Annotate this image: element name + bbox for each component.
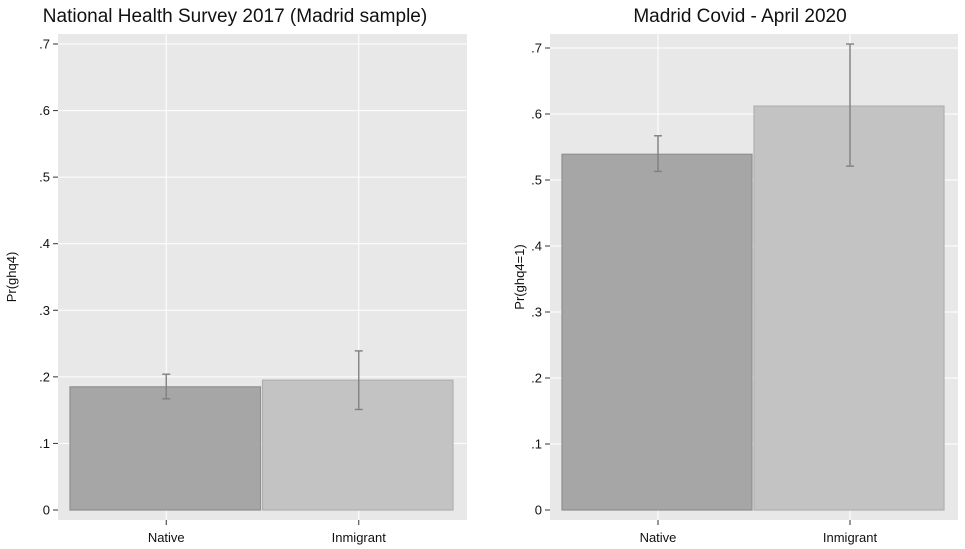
y-tick-label: .3	[531, 305, 542, 320]
chart-title: National Health Survey 2017 (Madrid samp…	[43, 6, 427, 27]
y-tick-label: .6	[531, 107, 542, 122]
bar-inmigrant	[261, 379, 454, 511]
y-axis-label: Pr(ghq4=1)	[512, 244, 527, 309]
bar-inmigrant	[753, 105, 945, 511]
y-tick-label: .4	[39, 236, 50, 251]
y-tick-label: .7	[39, 37, 50, 52]
y-tick-label: 0	[43, 503, 50, 518]
y-tick-label: .7	[531, 41, 542, 56]
y-tick-label: .3	[39, 303, 50, 318]
y-tick-label: .2	[531, 371, 542, 386]
y-tick-label: 0	[535, 503, 542, 518]
y-tick-label: .6	[39, 103, 50, 118]
error-bar-inmigrant	[846, 43, 854, 167]
x-tick-label: Native	[148, 530, 185, 545]
y-tick-label: .5	[531, 173, 542, 188]
y-tick-label: .4	[531, 239, 542, 254]
error-bar-inmigrant	[354, 350, 363, 411]
error-bar-native	[162, 373, 171, 400]
chart-panel-1: 0 .1 .2 .3 .4 .5 .6 .7 Native Inmigrant Pr(ghq4) Na…	[4, 6, 467, 545]
x-tick-label: Inmigrant	[332, 530, 387, 545]
x-tick-label: Native	[640, 530, 677, 545]
error-bar-native	[654, 135, 662, 173]
chart-panel-2: 0 .1 .2 .3 .4 .5 .6 .7 Native Inmigrant Pr(ghq4=1)…	[512, 6, 958, 545]
y-tick-label: .2	[39, 369, 50, 384]
y-tick-label: .5	[39, 170, 50, 185]
bar-native	[561, 153, 753, 511]
bar-native	[69, 386, 262, 511]
y-tick-label: .1	[39, 436, 50, 451]
chart-title: Madrid Covid - April 2020	[633, 6, 846, 27]
y-axis-label: Pr(ghq4)	[4, 252, 19, 303]
y-tick-label: .1	[531, 437, 542, 452]
x-tick-label: Inmigrant	[823, 530, 878, 545]
